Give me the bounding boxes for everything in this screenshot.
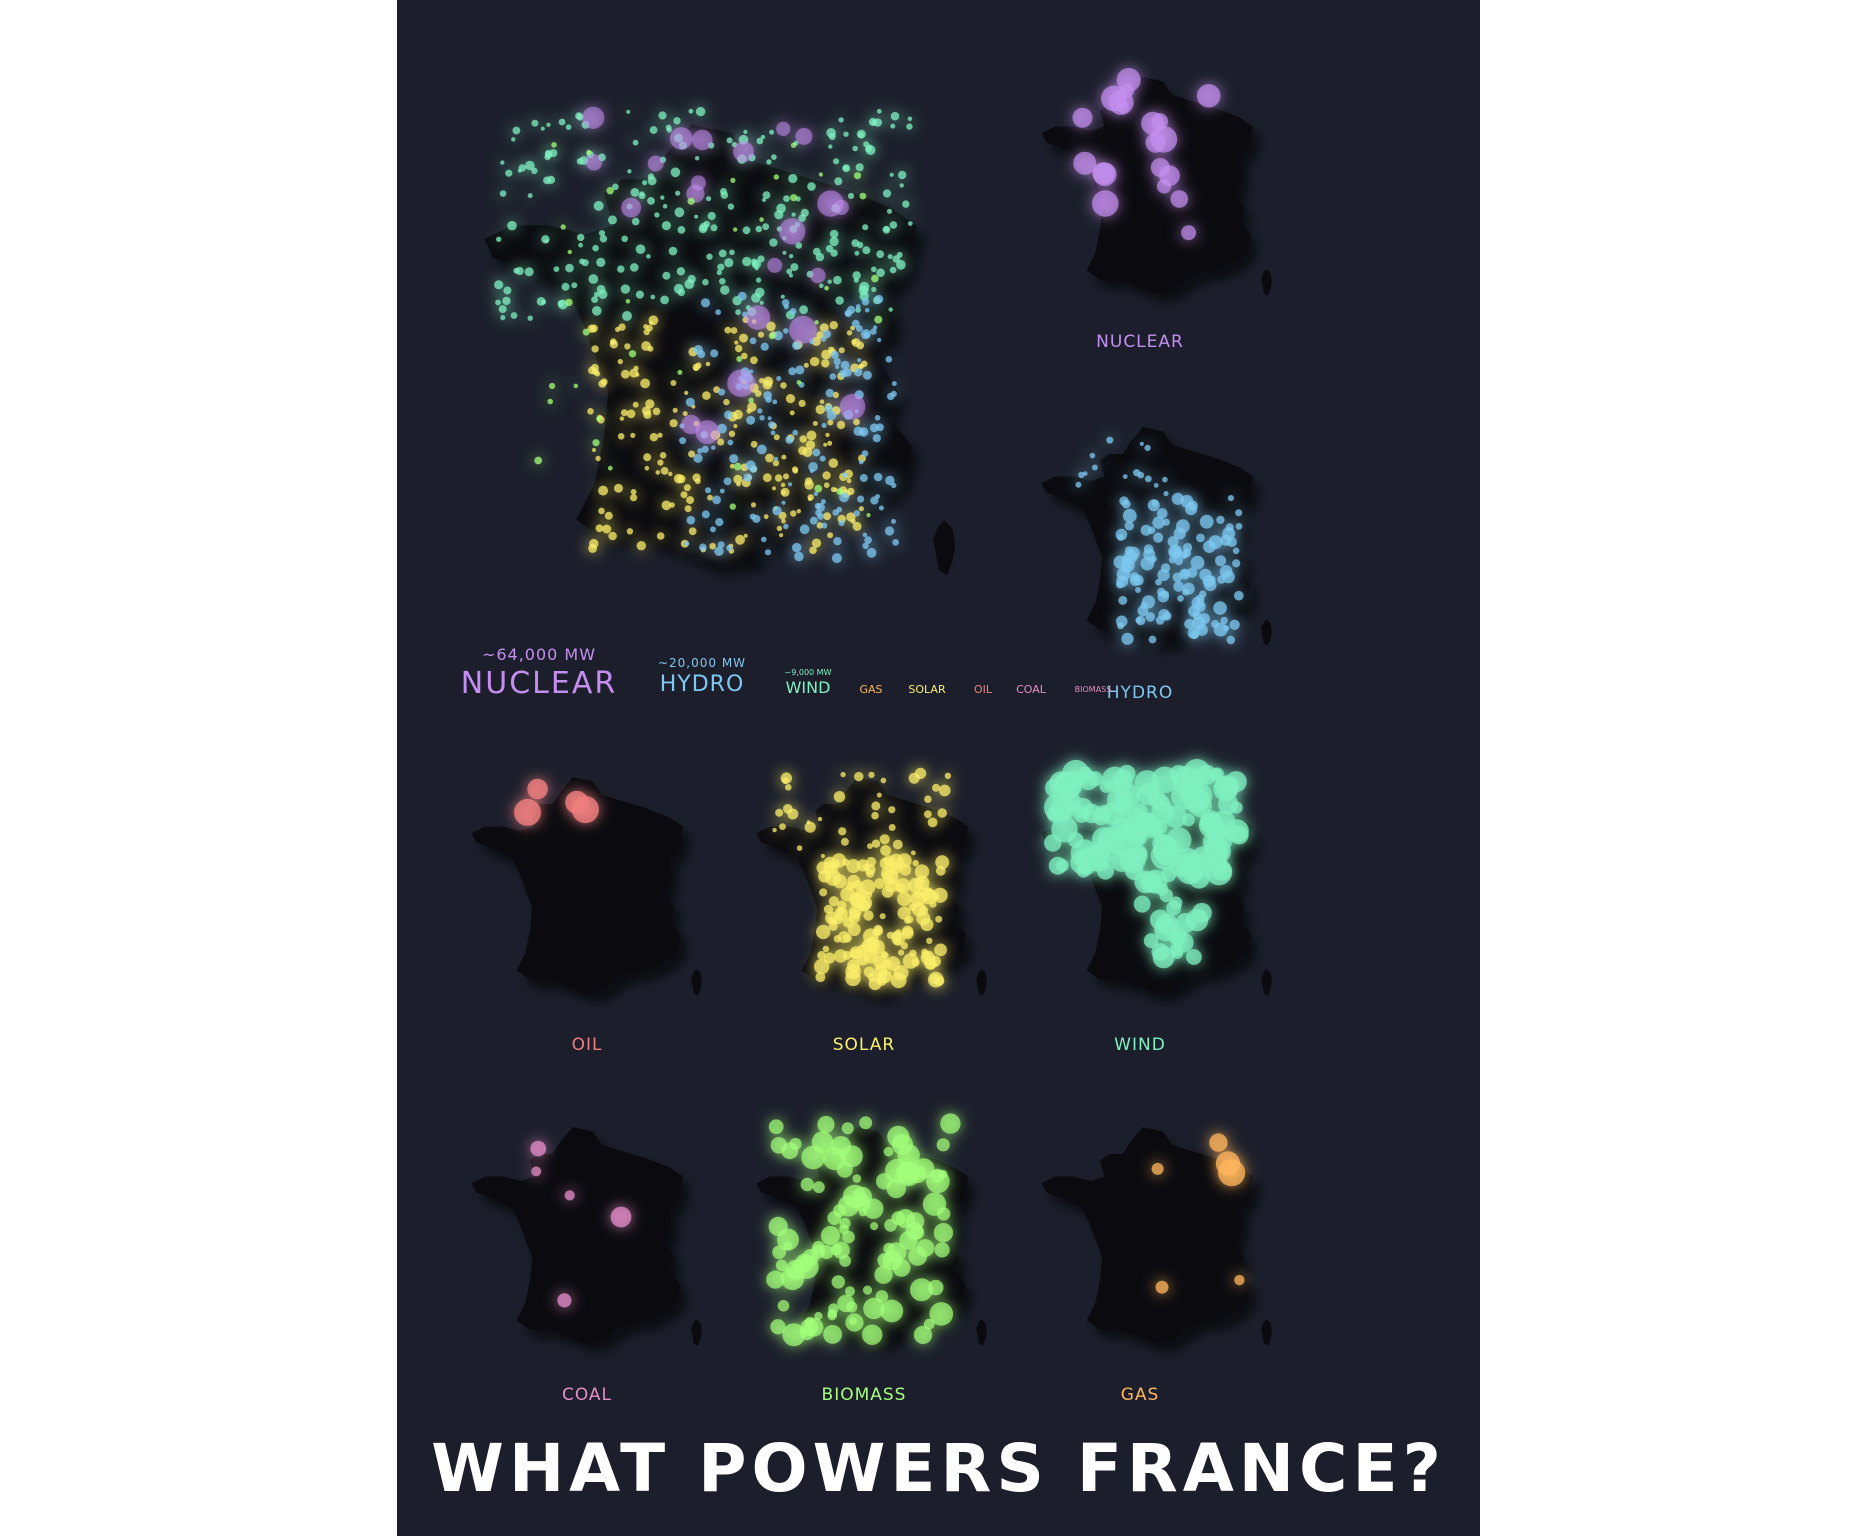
legend-nuclear-label: NUCLEAR (460, 666, 618, 701)
map-nuclear (1041, 68, 1272, 303)
legend-wind-label: WIND (785, 678, 831, 697)
map-hydro (1041, 427, 1272, 653)
legend-coal-label: COAL (1016, 683, 1046, 696)
maps-canvas (471, 68, 1272, 1353)
map-main (484, 106, 956, 576)
label-wind-map: WIND (1114, 1035, 1166, 1055)
map-gas (1041, 1127, 1272, 1353)
label-oil-map: OIL (571, 1035, 603, 1055)
legend-gas-label: GAS (859, 683, 883, 696)
poster: NUCLEAR HYDRO OIL SOLAR WIND COAL BIOMAS… (397, 0, 1480, 1536)
label-biomass-map: BIOMASS (821, 1385, 907, 1405)
map-wind (1041, 759, 1272, 1003)
poster-title: WHAT POWERS FRANCE? (431, 1430, 1446, 1507)
legend-biomass-label: BIOMASS (1074, 685, 1112, 694)
map-biomass (756, 1113, 987, 1353)
legend-solar-label: SOLAR (908, 683, 946, 696)
map-oil (471, 777, 702, 1003)
legend-wind-capacity: ~9,000 MW (784, 668, 832, 677)
label-solar-map: SOLAR (832, 1035, 896, 1055)
legend-hydro-capacity: ~20,000 MW (657, 656, 747, 670)
label-coal-map: COAL (561, 1385, 613, 1405)
label-hydro-map: HYDRO (1106, 683, 1174, 703)
legend-hydro-label: HYDRO (659, 672, 745, 697)
legend-nuclear-capacity: ~64,000 MW (481, 645, 597, 664)
label-nuclear-map: NUCLEAR (1096, 332, 1184, 352)
legend-oil-label: OIL (973, 683, 993, 696)
map-solar (756, 767, 987, 1003)
map-coal (471, 1127, 702, 1353)
label-gas-map: GAS (1120, 1385, 1160, 1405)
